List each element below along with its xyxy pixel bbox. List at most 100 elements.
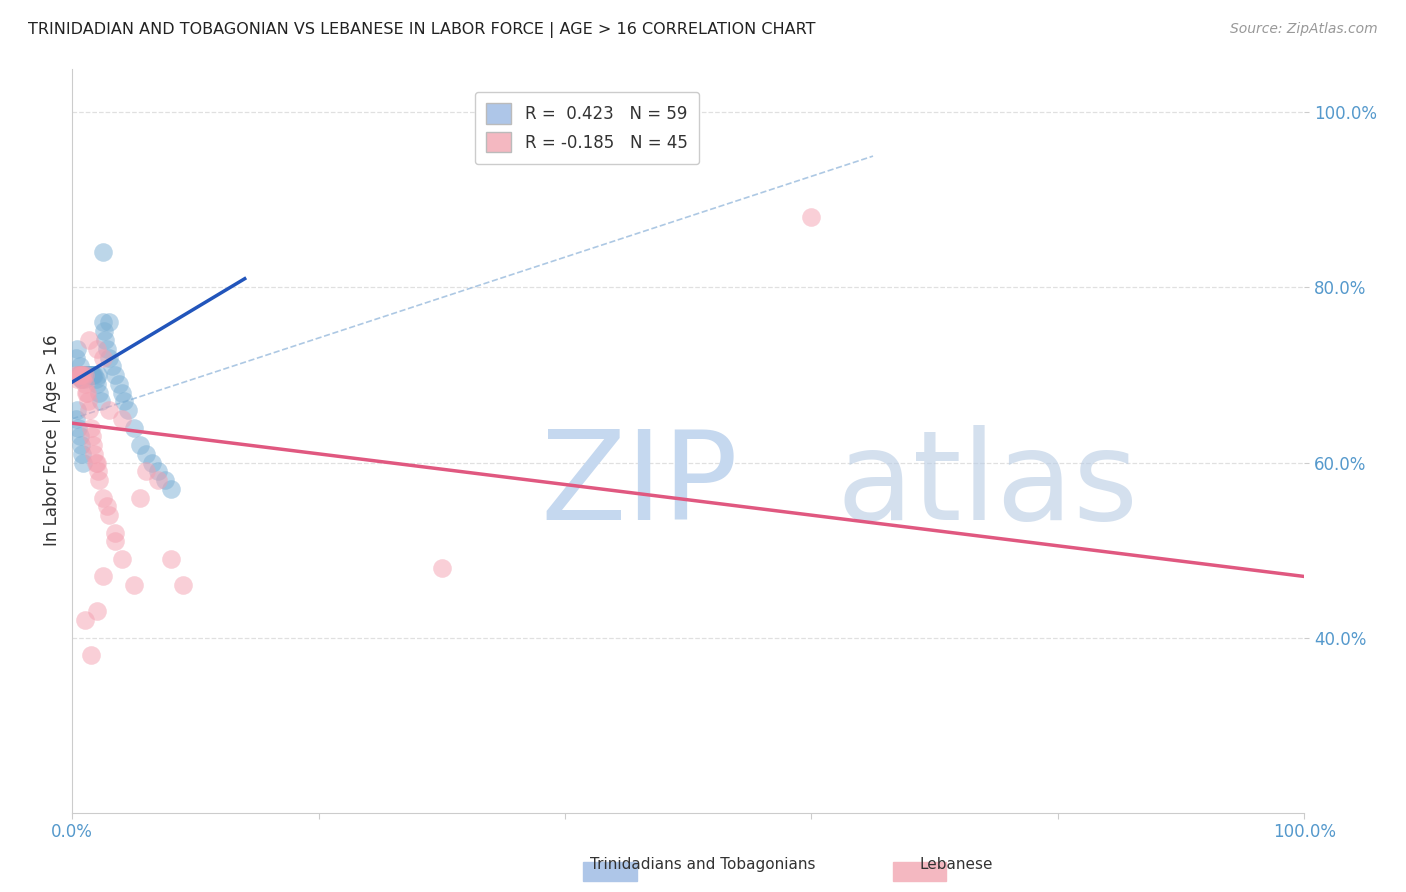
Point — [135, 447, 157, 461]
Point — [82, 438, 104, 452]
Point — [93, 324, 115, 338]
Point — [70, 372, 93, 386]
Point — [66, 342, 89, 356]
Point — [73, 613, 96, 627]
Point — [80, 420, 103, 434]
Point — [79, 403, 101, 417]
Point — [98, 508, 121, 523]
Point — [80, 368, 103, 382]
Point — [75, 385, 97, 400]
Point — [73, 376, 96, 391]
Point — [98, 403, 121, 417]
Point — [86, 605, 108, 619]
Point — [430, 560, 453, 574]
Point — [72, 368, 94, 382]
Point — [86, 342, 108, 356]
Point — [800, 211, 823, 225]
Text: Trinidadians and Tobagonians: Trinidadians and Tobagonians — [591, 857, 815, 872]
Point — [112, 394, 135, 409]
Point — [70, 372, 93, 386]
Point — [72, 368, 94, 382]
Point — [79, 368, 101, 382]
Point — [172, 578, 194, 592]
Point — [69, 359, 91, 374]
Point — [110, 385, 132, 400]
Point — [141, 456, 163, 470]
Point — [77, 368, 100, 382]
Point — [86, 376, 108, 391]
Point — [69, 368, 91, 382]
Point — [84, 372, 107, 386]
Legend: R =  0.423   N = 59, R = -0.185   N = 45: R = 0.423 N = 59, R = -0.185 N = 45 — [475, 92, 699, 164]
Point — [80, 368, 103, 382]
Point — [104, 534, 127, 549]
Point — [91, 245, 114, 260]
Point — [110, 412, 132, 426]
Point — [110, 552, 132, 566]
Point — [104, 368, 127, 382]
Text: Lebanese: Lebanese — [920, 857, 993, 872]
Point — [80, 368, 103, 382]
Point — [72, 456, 94, 470]
Point — [91, 316, 114, 330]
Point — [100, 359, 122, 374]
Point — [73, 372, 96, 386]
Point — [75, 368, 97, 382]
Point — [73, 368, 96, 382]
Text: TRINIDADIAN AND TOBAGONIAN VS LEBANESE IN LABOR FORCE | AGE > 16 CORRELATION CHA: TRINIDADIAN AND TOBAGONIAN VS LEBANESE I… — [28, 22, 815, 38]
Point — [67, 368, 90, 382]
Point — [70, 438, 93, 452]
Point — [84, 456, 107, 470]
Point — [98, 316, 121, 330]
Point — [94, 333, 117, 347]
Point — [76, 385, 98, 400]
Point — [80, 648, 103, 663]
Point — [159, 552, 181, 566]
Point — [77, 394, 100, 409]
Point — [67, 368, 90, 382]
Point — [70, 368, 93, 382]
Point — [79, 333, 101, 347]
Point — [91, 351, 114, 365]
Point — [90, 394, 112, 409]
Point — [77, 368, 100, 382]
Point — [117, 403, 139, 417]
Point — [122, 420, 145, 434]
Point — [67, 420, 90, 434]
Point — [98, 351, 121, 365]
Point — [70, 368, 93, 382]
Point — [96, 342, 118, 356]
Point — [65, 368, 87, 382]
Point — [69, 368, 91, 382]
Point — [104, 525, 127, 540]
Point — [96, 500, 118, 514]
Point — [76, 368, 98, 382]
Point — [82, 368, 104, 382]
Point — [73, 368, 96, 382]
Point — [153, 473, 176, 487]
Point — [76, 368, 98, 382]
Point — [122, 578, 145, 592]
Point — [69, 429, 91, 443]
Point — [80, 429, 103, 443]
Point — [80, 368, 103, 382]
Point — [91, 491, 114, 505]
Point — [87, 464, 110, 478]
Point — [65, 351, 87, 365]
Point — [89, 473, 111, 487]
Point — [66, 372, 89, 386]
Point — [70, 368, 93, 382]
Text: Source: ZipAtlas.com: Source: ZipAtlas.com — [1230, 22, 1378, 37]
Y-axis label: In Labor Force | Age > 16: In Labor Force | Age > 16 — [44, 335, 60, 547]
Point — [129, 491, 152, 505]
Point — [129, 438, 152, 452]
Point — [83, 368, 105, 382]
Point — [66, 403, 89, 417]
Point — [75, 368, 97, 382]
Point — [148, 464, 170, 478]
Point — [83, 447, 105, 461]
Point — [148, 473, 170, 487]
Point — [70, 447, 93, 461]
Point — [135, 464, 157, 478]
Point — [79, 368, 101, 382]
